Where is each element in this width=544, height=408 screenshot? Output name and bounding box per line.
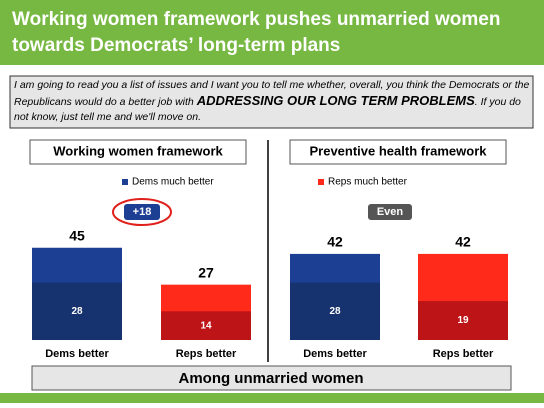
- inner-value-label: 14: [200, 320, 212, 331]
- question-box: [9, 75, 534, 129]
- panel-title: Preventive health framework: [309, 143, 487, 158]
- annotation-box: [368, 204, 412, 220]
- value-label: 42: [327, 234, 343, 250]
- footer-box: [31, 365, 512, 391]
- question-holder: I am going to read you a list of issues …: [14, 78, 530, 125]
- annotation-circle: [112, 198, 172, 226]
- category-label: Reps better: [433, 348, 494, 360]
- value-label: 42: [455, 234, 471, 250]
- panel-title: Working women framework: [53, 143, 223, 158]
- inner-value-label: 28: [71, 306, 83, 317]
- footer: Among unmarried women: [178, 370, 363, 387]
- annotation-box: [124, 204, 160, 220]
- value-label: 27: [198, 264, 214, 280]
- legend-swatch: [318, 179, 324, 185]
- header-band: [0, 0, 544, 65]
- title-line: towards Democrats’ long-term plans: [12, 35, 340, 56]
- inner-value-label: 28: [329, 306, 341, 317]
- value-label: 45: [69, 227, 85, 243]
- title-line: Working women framework pushes unmarried…: [12, 9, 500, 30]
- category-label: Reps better: [176, 348, 237, 360]
- category-label: Dems better: [303, 348, 367, 360]
- question-text: I am going to read you a list of issues …: [14, 79, 530, 108]
- question: I am going to read you a list of issues …: [14, 78, 530, 125]
- question-emphasis: ADDRESSING OUR LONG TERM PROBLEMS: [196, 93, 475, 108]
- bar-much-better: [32, 282, 122, 340]
- footer-band: [0, 393, 544, 403]
- annotation: +18: [133, 206, 152, 218]
- panel-title-box: [289, 139, 507, 165]
- bar-much-better: [161, 311, 251, 340]
- question-text: . If you do not know, just tell me and w…: [14, 96, 521, 123]
- legend-label: Dems much better: [132, 177, 214, 188]
- annotation: Even: [377, 206, 404, 218]
- bar-much-better: [418, 301, 508, 340]
- inner-value-label: 19: [457, 315, 469, 326]
- bar-much-better: [290, 282, 380, 340]
- panel-title-box: [29, 139, 247, 165]
- legend-swatch: [122, 179, 128, 185]
- legend-label: Reps much better: [328, 177, 408, 188]
- category-label: Dems better: [45, 348, 109, 360]
